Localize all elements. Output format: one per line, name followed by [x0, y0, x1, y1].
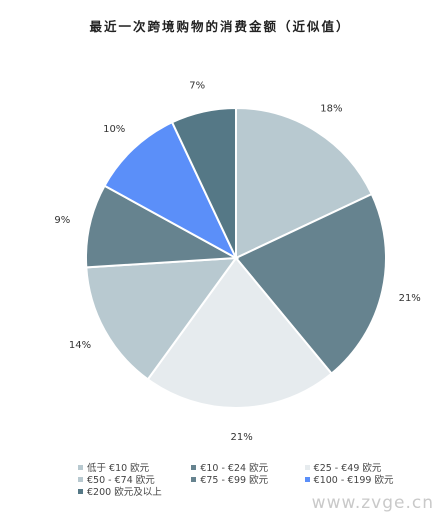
slice-labels: 18% 21% 21% 14% 9% 10% 7% — [54, 80, 420, 443]
pie-slice — [146, 256, 334, 409]
slice-label: 10% — [103, 124, 125, 135]
legend-label: €100 - €199 欧元 — [313, 475, 394, 486]
pie-slice — [85, 256, 239, 381]
slice-label: 18% — [320, 104, 342, 115]
pie-slice — [235, 106, 374, 260]
legend-row: 低于 €10 欧元 €10 - €24 欧元 €25 - €49 欧元 — [78, 460, 418, 474]
pie-slice — [234, 192, 387, 375]
chart-title: 最近一次跨境购物的消费金额（近似值） — [89, 19, 351, 34]
legend-item: €50 - €74 欧元 — [78, 472, 191, 486]
legend-swatch — [191, 464, 197, 470]
legend-row: €50 - €74 欧元 €75 - €99 欧元 €100 - €199 欧元 — [78, 472, 418, 486]
pie-slice — [85, 184, 240, 269]
legend: 低于 €10 欧元 €10 - €24 欧元 €25 - €49 欧元 €50 … — [78, 460, 418, 498]
pie-slice — [103, 120, 239, 261]
slice-label: 7% — [189, 80, 205, 91]
legend-item: €25 - €49 欧元 — [304, 460, 418, 474]
legend-item: €10 - €24 欧元 — [191, 460, 304, 474]
legend-item: 低于 €10 欧元 — [78, 460, 191, 474]
legend-swatch — [304, 464, 310, 470]
legend-swatch — [78, 464, 83, 470]
legend-swatch — [78, 476, 83, 482]
legend-label: €200 欧元及以上 — [87, 487, 162, 498]
legend-label: €50 - €74 欧元 — [87, 475, 155, 486]
legend-label: €10 - €24 欧元 — [200, 463, 269, 474]
pie-slice — [170, 106, 237, 259]
legend-label: 低于 €10 欧元 — [87, 463, 150, 474]
legend-swatch — [304, 476, 310, 482]
legend-swatch — [191, 476, 197, 482]
watermark: www.zvge.cn — [311, 493, 434, 513]
legend-item: €100 - €199 欧元 — [304, 472, 418, 486]
legend-label: €75 - €99 欧元 — [200, 475, 269, 486]
slice-label: 21% — [230, 432, 252, 443]
legend-row: €200 欧元及以上 — [78, 484, 418, 498]
legend-item: €200 欧元及以上 — [78, 484, 196, 498]
legend-item: €75 - €99 欧元 — [191, 472, 304, 486]
slice-label: 9% — [54, 215, 70, 226]
pie-slices — [85, 106, 387, 409]
slice-label: 21% — [399, 293, 421, 304]
legend-swatch — [78, 488, 83, 494]
slice-label: 14% — [69, 340, 91, 351]
legend-label: €25 - €49 欧元 — [313, 463, 382, 474]
